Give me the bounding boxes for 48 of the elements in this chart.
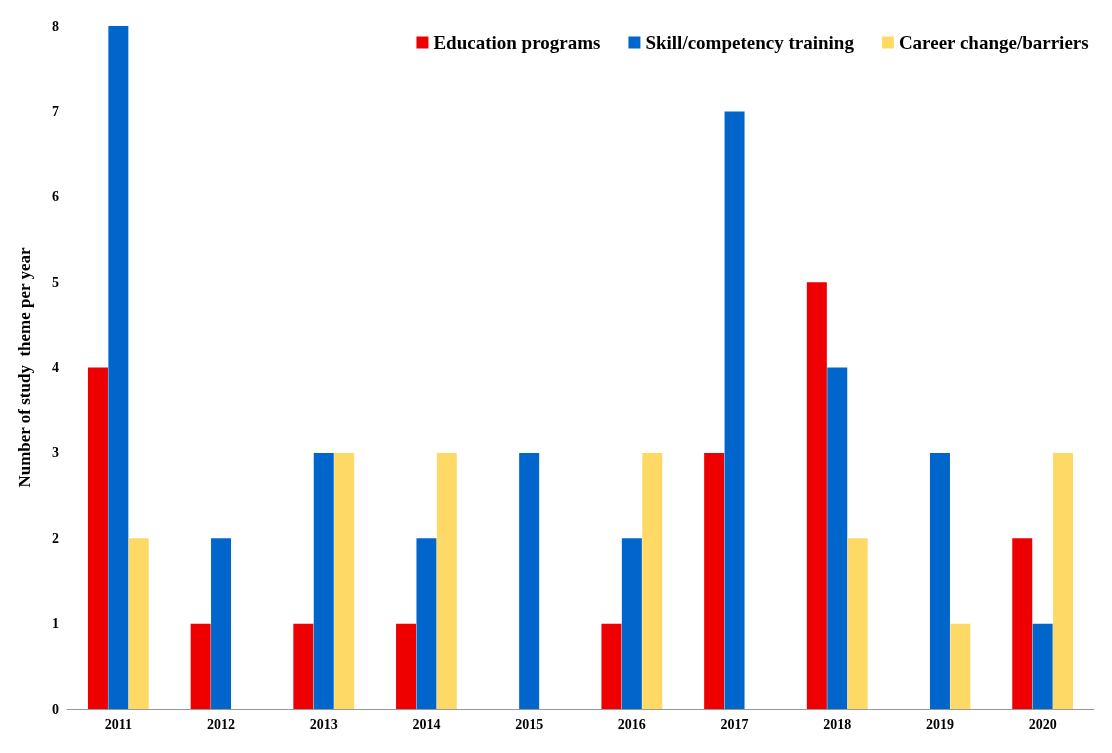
x-tick-label: 2014 [412,716,441,732]
bar [519,452,540,709]
y-tick-label: 2 [52,530,59,546]
x-tick-label: 2019 [925,716,954,732]
bar [704,452,725,709]
bar [806,282,827,709]
y-tick-label: 3 [52,445,59,461]
bar [313,452,334,709]
bar [128,538,149,709]
bar [950,623,971,709]
x-tick-label: 2016 [617,716,646,732]
y-tick-label: 7 [52,103,59,119]
bar [416,538,437,709]
x-tick-label: 2020 [1028,716,1057,732]
y-tick-label: 8 [52,18,59,34]
y-axis-title: Number of study theme per year [15,246,34,488]
bar [1032,623,1053,709]
x-tick-label: 2013 [309,716,338,732]
y-tick-label: 6 [52,189,59,205]
bar [929,452,950,709]
bar [108,26,129,709]
bar [724,111,745,709]
y-tick-label: 4 [52,360,59,375]
bar [396,623,417,709]
legend-label: Career change/barriers [898,32,1089,53]
y-tick-label: 5 [52,274,59,290]
bar [87,367,108,709]
bar [211,538,232,709]
x-tick-label: 2017 [720,716,749,732]
bar [293,623,314,709]
bar [1053,452,1074,709]
bar [436,452,457,709]
x-tick-label: 2012 [207,716,236,732]
bar [190,623,211,709]
y-tick-label: 1 [52,616,59,632]
legend-label: Education programs [433,32,601,53]
bar [847,538,868,709]
bar [621,538,642,709]
bar [1012,538,1033,709]
x-tick-label: 2015 [515,716,544,732]
x-tick-label: 2018 [823,716,852,732]
bar [601,623,622,709]
bar [827,367,848,709]
legend-label: Skill/competency training [645,32,855,53]
y-tick-label: 0 [52,701,59,717]
bar [642,452,663,709]
bar [334,452,355,709]
x-tick-label: 2011 [104,716,132,732]
